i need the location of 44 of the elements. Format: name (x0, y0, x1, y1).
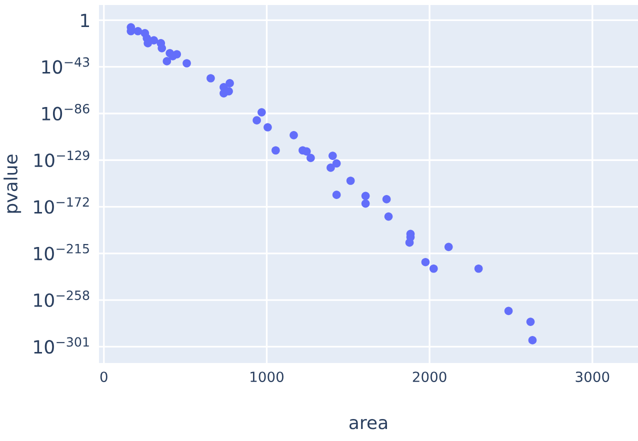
point (264, 123, 272, 132)
y-tick-label: 10$^{−215}$ (34, 244, 89, 260)
point (162, 57, 172, 66)
x-tick-label: 1000 (250, 372, 284, 382)
point (272, 146, 280, 155)
point (182, 59, 191, 68)
point (332, 190, 341, 200)
point (504, 306, 513, 316)
y-tick-label: 10$^{−86}$ (42, 104, 90, 120)
point (306, 154, 315, 162)
point (252, 116, 261, 124)
y-tick-label: 10$^{−258}$ (34, 290, 90, 308)
point (158, 44, 166, 52)
point (206, 74, 215, 82)
point (526, 318, 535, 326)
point (328, 152, 337, 160)
point (474, 264, 483, 273)
point (346, 176, 355, 185)
x-tick-label: 2000 (412, 372, 446, 382)
point (332, 159, 341, 168)
y-tick-label: 10$^{−172}$ (34, 197, 89, 214)
point (528, 336, 537, 344)
x-axis-title: area (349, 418, 387, 430)
y-tick-label: 10$^{−301}$ (34, 337, 89, 354)
point (150, 36, 158, 44)
y-tick-label: 1 (81, 14, 89, 28)
point (290, 131, 298, 140)
point (134, 26, 142, 36)
point (384, 212, 393, 221)
point (405, 238, 414, 247)
y-tick-label: 10$^{−43}$ (42, 57, 90, 74)
point (444, 242, 453, 252)
point (429, 264, 438, 273)
point (421, 258, 430, 266)
point (361, 199, 370, 208)
point (226, 79, 234, 88)
point (361, 192, 370, 200)
point (258, 108, 266, 116)
point (382, 195, 391, 204)
y-tick-label: 10$^{−129}$ (34, 150, 90, 168)
point (326, 164, 335, 172)
x-tick-label: 0 (100, 372, 108, 382)
x-tick-label: 3000 (576, 372, 610, 382)
y-axis-title: pvalue (4, 154, 22, 213)
